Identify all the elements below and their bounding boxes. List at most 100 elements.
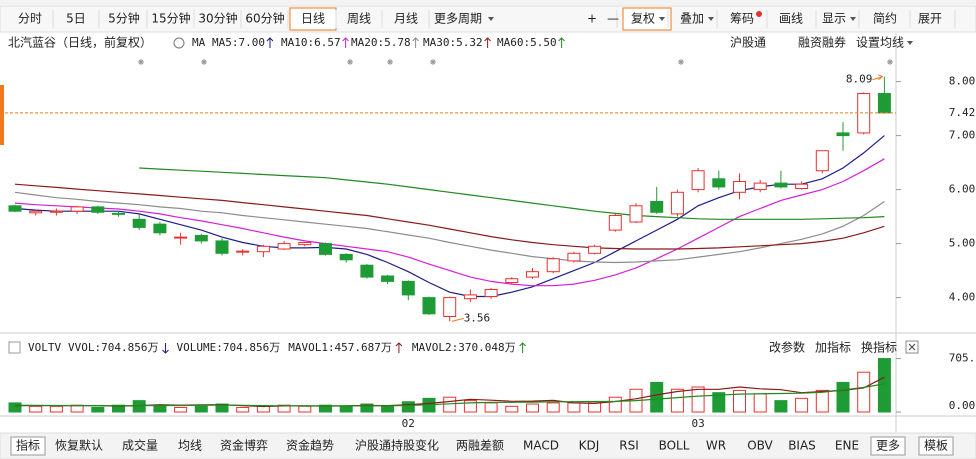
bottom-tab[interactable]: OBV: [747, 439, 773, 453]
volume-bar: [443, 396, 457, 413]
mavol-line: [15, 376, 885, 408]
tool-button[interactable]: —: [607, 12, 619, 26]
dropdown-caret: [907, 41, 913, 45]
bottom-tab[interactable]: KDJ: [579, 439, 600, 453]
candle-body: [215, 240, 229, 254]
event-marker: [678, 59, 684, 65]
tool-button[interactable]: 简约: [873, 11, 897, 26]
ma-line: [14, 183, 885, 250]
bottom-tab[interactable]: 沪股通持股变化: [355, 438, 439, 453]
volume-bar: [753, 393, 767, 413]
trend-arrow: [395, 342, 403, 353]
candle-body: [505, 278, 519, 283]
tool-button[interactable]: +: [587, 12, 597, 26]
tool-button[interactable]: 画线: [779, 12, 803, 26]
candle-body: [774, 182, 788, 188]
dropdown-caret: [488, 17, 494, 21]
bottom-tab[interactable]: 更多: [876, 439, 900, 453]
bottom-tab[interactable]: 恢复默认: [55, 438, 103, 453]
volume-bar: [194, 405, 208, 413]
candle-body: [877, 92, 891, 114]
tool-button[interactable]: 展开: [918, 12, 942, 26]
period-button[interactable]: 5分钟: [108, 11, 140, 26]
volume-bar: [153, 404, 167, 413]
volume-legend: VVOL:704.856万: [68, 341, 158, 354]
candle-body: [339, 253, 353, 261]
candle-body: [319, 243, 332, 255]
y-tick-label: 8.00: [949, 75, 976, 88]
trend-arrow: [484, 37, 491, 48]
help-icon[interactable]: [8, 341, 21, 354]
bottom-tab[interactable]: ENE: [835, 439, 859, 453]
period-button[interactable]: 周线: [347, 12, 371, 26]
candle-body: [795, 183, 809, 190]
bottom-tab[interactable]: WR: [706, 439, 726, 453]
event-marker: [138, 59, 144, 65]
bottom-tab[interactable]: 资金趋势: [286, 438, 334, 453]
candle-body: [132, 218, 146, 228]
trend-arrow: [519, 342, 526, 353]
legend-link[interactable]: 沪股通: [730, 36, 766, 50]
bottom-tab[interactable]: 资金博弈: [220, 438, 268, 453]
candle-body: [277, 243, 291, 250]
volume-bar: [608, 396, 622, 413]
bottom-tab[interactable]: 两融差额: [456, 439, 504, 453]
candle-body: [608, 215, 622, 231]
period-button[interactable]: 5日: [66, 12, 86, 26]
volume-link[interactable]: 加指标: [815, 340, 851, 355]
tool-button[interactable]: 筹码: [730, 12, 754, 26]
bottom-tab[interactable]: BIAS: [788, 439, 816, 453]
ma-legend: MA30:5.32: [423, 36, 483, 49]
bottom-tab[interactable]: 模板: [924, 439, 948, 453]
period-button[interactable]: 30分钟: [198, 11, 237, 26]
volume-bar: [360, 403, 374, 413]
candle-body: [691, 170, 705, 191]
candle-body: [29, 210, 43, 214]
period-button[interactable]: 月线: [394, 12, 418, 26]
period-button[interactable]: 日线: [301, 12, 325, 26]
tab-box: [870, 436, 906, 456]
volume-link[interactable]: 换指标: [861, 340, 897, 355]
trend-arrow: [412, 37, 419, 48]
volume-bar: [298, 405, 312, 413]
x-tick-label: 03: [691, 417, 704, 430]
bottom-tab[interactable]: 指标: [16, 438, 40, 453]
volume-bar: [546, 402, 560, 413]
toolbar: [0, 5, 976, 33]
candle-body: [298, 242, 312, 246]
bottom-tab[interactable]: 均线: [178, 439, 202, 453]
tool-button[interactable]: 复权: [631, 12, 655, 26]
tool-button[interactable]: 显示: [822, 12, 846, 26]
volume-bar: [670, 388, 684, 413]
event-marker: [201, 59, 207, 65]
event-marker: [430, 59, 436, 65]
candle-body: [49, 210, 63, 213]
period-button[interactable]: 更多周期: [434, 12, 482, 26]
candle-body: [484, 289, 498, 298]
high-annotation: 8.09: [846, 73, 873, 86]
volume-bar: [319, 404, 332, 413]
candle-body: [70, 206, 84, 212]
candle-body: [546, 258, 560, 273]
bottom-tab[interactable]: RSI: [619, 439, 639, 453]
volume-link[interactable]: 改参数: [769, 340, 805, 355]
period-button[interactable]: 分时: [18, 12, 42, 26]
volume-bar: [112, 404, 125, 413]
x-tick-label: 02: [402, 417, 415, 430]
close-icon: [908, 343, 916, 351]
legend-link[interactable]: 设置均线: [856, 36, 904, 50]
period-button[interactable]: 60分钟: [245, 11, 284, 26]
bottom-tab[interactable]: BOLL: [659, 439, 690, 453]
period-button[interactable]: 15分钟: [151, 11, 190, 26]
settings-gear[interactable]: [173, 37, 185, 49]
bottom-tab[interactable]: MACD: [523, 439, 559, 453]
dropdown-caret: [850, 17, 856, 21]
candle-body: [815, 150, 829, 172]
tool-button[interactable]: 叠加: [680, 12, 704, 26]
y-tick-label: 4.00: [949, 291, 976, 304]
ma-line: [139, 167, 885, 220]
candle-body: [8, 205, 22, 212]
legend-link[interactable]: 融资融券: [798, 35, 846, 50]
bottom-tab[interactable]: 成交量: [122, 438, 158, 453]
